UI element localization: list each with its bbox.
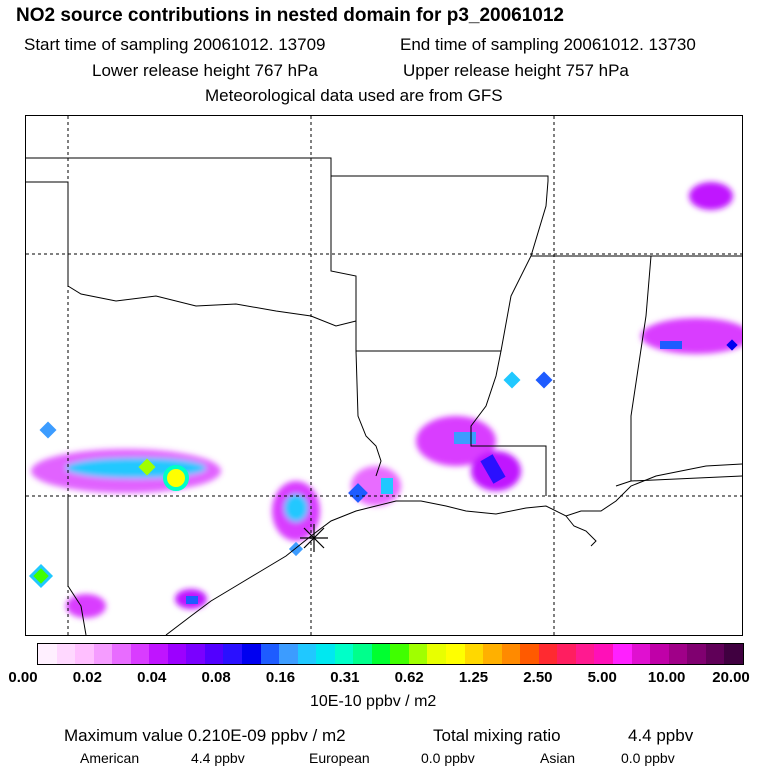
- colorbar-swatch: [167, 644, 187, 664]
- colorbar-swatch: [93, 644, 113, 664]
- colorbar-swatch: [112, 644, 131, 664]
- hotspot-marker: [660, 341, 682, 349]
- colorbar-swatch: [483, 644, 502, 664]
- plume-alabama: [641, 318, 742, 354]
- colorbar-tick-label: 2.50: [523, 669, 553, 686]
- plot-title: NO2 source contributions in nested domai…: [16, 5, 564, 26]
- source-american-name: American: [80, 750, 140, 766]
- hotspot-marker: [726, 339, 738, 351]
- hotspot-marker: [480, 454, 506, 484]
- colorbar-swatch: [501, 644, 521, 664]
- hotspot-peak: [163, 465, 189, 491]
- colorbar-swatch: [538, 644, 558, 664]
- maximum-value-label: Maximum value 0.210E-09 ppbv / m2: [64, 726, 346, 745]
- colorbar-swatch: [260, 644, 280, 664]
- colorbar-tick-label: 0.08: [201, 669, 231, 686]
- state-boundaries: [26, 157, 742, 635]
- plume-north: [689, 182, 733, 210]
- colorbar-tick-label: 1.25: [458, 669, 489, 686]
- colorbar: [37, 643, 744, 665]
- colorbar-swatch: [631, 644, 651, 664]
- source-asian-name: Asian: [540, 750, 576, 766]
- colorbar-swatch: [56, 644, 76, 664]
- colorbar-swatch: [38, 644, 57, 664]
- colorbar-swatch: [353, 644, 372, 664]
- hotspot-marker: [503, 371, 521, 389]
- hotspot-marker: [186, 596, 198, 604]
- colorbar-swatch: [130, 644, 150, 664]
- source-marker: [300, 524, 328, 552]
- colorbar-swatch: [186, 644, 205, 664]
- colorbar-swatch: [204, 644, 224, 664]
- colorbar-tick-label: 0.62: [394, 669, 424, 686]
- colorbar-swatch: [223, 644, 243, 664]
- colorbar-tick-label: 20.00: [712, 669, 750, 686]
- start-time-label: Start time of sampling 20061012. 13709: [24, 35, 326, 54]
- colorbar-swatch: [612, 644, 632, 664]
- colorbar-swatch: [464, 644, 484, 664]
- colorbar-swatch: [687, 644, 706, 664]
- grid-lines: [26, 116, 742, 635]
- end-time-label: End time of sampling 20061012. 13730: [400, 35, 696, 54]
- colorbar-swatch: [408, 644, 428, 664]
- colorbar-swatch: [371, 644, 391, 664]
- colorbar-tick-label: 0.02: [72, 669, 102, 686]
- colorbar-tick-label: 5.00: [587, 669, 617, 686]
- colorbar-swatch: [242, 644, 261, 664]
- hotspot-marker: [28, 563, 54, 589]
- colorbar-swatch: [650, 644, 669, 664]
- colorbar-swatch: [575, 644, 595, 664]
- plume-sw: [66, 594, 106, 618]
- hotspot-marker: [348, 483, 368, 503]
- colorbar-tick-label: 0.16: [265, 669, 296, 686]
- colorbar-unit-label: 10E-10 ppbv / m2: [310, 693, 437, 710]
- colorbar-swatch: [594, 644, 613, 664]
- colorbar-swatch: [75, 644, 94, 664]
- colorbar-swatch: [297, 644, 317, 664]
- colorbar-tick-label: 10.00: [647, 669, 686, 686]
- coastline: [165, 463, 742, 635]
- colorbar-tick-label: 0.31: [330, 669, 360, 686]
- total-mixing-ratio-label: Total mixing ratio: [433, 726, 561, 745]
- colorbar-swatch: [557, 644, 576, 664]
- colorbar-tick-label: 0.00: [8, 669, 38, 686]
- colorbar-swatch: [149, 644, 168, 664]
- hotspot-marker: [39, 421, 57, 439]
- map-panel: [25, 115, 743, 636]
- colorbar-swatch: [279, 644, 298, 664]
- colorbar-swatch: [446, 644, 465, 664]
- colorbar-swatch: [724, 644, 743, 664]
- colorbar-swatch: [705, 644, 725, 664]
- total-mixing-ratio-value: 4.4 ppbv: [628, 726, 694, 745]
- source-american-value: 4.4 ppbv: [191, 750, 245, 766]
- meteorological-data-label: Meteorological data used are from GFS: [205, 86, 503, 105]
- colorbar-swatch: [390, 644, 409, 664]
- colorbar-swatch: [316, 644, 335, 664]
- upper-release-height-label: Upper release height 757 hPa: [403, 61, 629, 80]
- hotspot-marker: [381, 478, 393, 494]
- lower-release-height-label: Lower release height 767 hPa: [92, 61, 318, 80]
- hotspot-marker: [454, 432, 476, 444]
- colorbar-tick-label: 0.04: [137, 669, 167, 686]
- source-european-value: 0.0 ppbv: [421, 750, 475, 766]
- source-european-name: European: [309, 750, 370, 766]
- source-asian-value: 0.0 ppbv: [621, 750, 675, 766]
- colorbar-swatch: [427, 644, 447, 664]
- colorbar-swatch: [668, 644, 688, 664]
- colorbar-swatch: [334, 644, 354, 664]
- contribution-plumes: [28, 182, 742, 618]
- contribution-map: [26, 116, 742, 635]
- plume-houston-core: [284, 494, 308, 522]
- colorbar-swatch: [520, 644, 539, 664]
- hotspot-marker: [535, 371, 553, 389]
